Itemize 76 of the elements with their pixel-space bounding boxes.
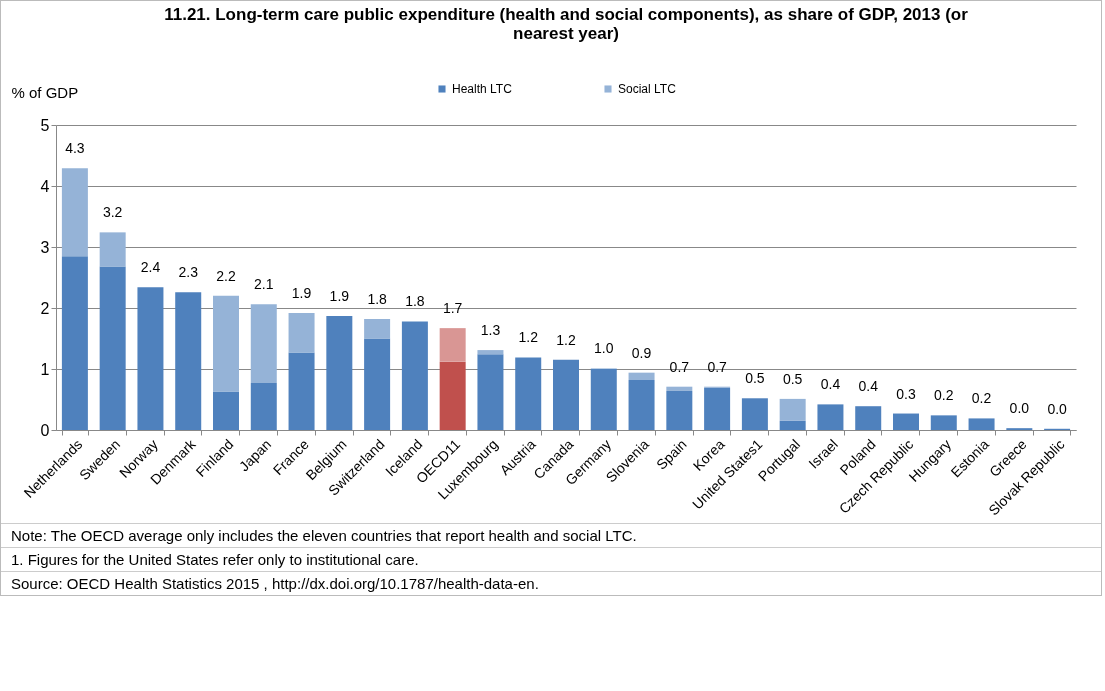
bar: [477, 354, 504, 430]
y-tick-label: 5: [40, 116, 50, 134]
bar: [439, 328, 466, 362]
total-label: 0.5: [745, 370, 765, 387]
total-label: 1.7: [442, 300, 463, 317]
bar: [930, 415, 957, 430]
y-tick-label: 1: [40, 360, 50, 378]
bar: [364, 318, 391, 339]
bar: [439, 361, 466, 430]
bar: [893, 413, 919, 430]
bar: [326, 315, 353, 430]
bar: [250, 304, 277, 384]
text: 1. Figures for the United States refer only to institutional care.: [1, 547, 1101, 571]
total-label: 2.4: [140, 259, 161, 276]
bar: [968, 418, 995, 430]
total-label: 0.4: [858, 378, 879, 395]
chart-title: 11.21. Long-term care public expenditure (health and social components), as share of GDP, 2013 (or nearest year): [164, 5, 969, 43]
bar: [250, 383, 277, 430]
bar: [288, 312, 315, 353]
source-note: Source: OECD Health Statistics 2015 , http://dx.doi.org/10.1787/health-data-en.: [1, 571, 1101, 595]
legend-label: Health LTC: [452, 82, 513, 96]
total-label: 0.3: [896, 385, 916, 402]
bar: [477, 350, 504, 355]
bar: [137, 287, 164, 430]
bar: [61, 168, 88, 257]
total-label: 2.3: [178, 264, 199, 281]
total-label: 1.9: [291, 284, 312, 301]
total-label: 0.0: [1009, 400, 1030, 417]
total-label: 1.8: [405, 293, 425, 310]
bar: [666, 386, 693, 391]
total-label: 1.3: [480, 322, 501, 339]
total-label: 3.2: [102, 204, 123, 221]
bar: [704, 387, 731, 430]
bar: [213, 295, 239, 392]
total-label: 0.7: [707, 358, 728, 375]
total-label: 0.4: [820, 376, 841, 393]
bar: [99, 232, 126, 267]
total-label: 0.7: [669, 358, 690, 375]
legend-label: Social LTC: [618, 82, 677, 96]
text: Note: The OECD average only includes the eleven countries that report health and social LTC.: [1, 523, 1101, 547]
bar: [741, 398, 768, 430]
total-label: 0.2: [971, 390, 992, 407]
total-label: 0.9: [631, 344, 652, 361]
bar: [628, 379, 655, 430]
total-label: 0.2: [934, 387, 954, 404]
total-label: 2.1: [254, 276, 274, 293]
y-tick-label: 2: [40, 299, 50, 317]
bar: [175, 292, 202, 430]
bar: [779, 420, 806, 430]
total-label: 1.9: [329, 287, 350, 304]
y-tick-label: 3: [40, 238, 50, 256]
total-label: 4.3: [65, 140, 85, 157]
y-axis-title: % of GDP: [11, 83, 79, 101]
bar: [666, 390, 693, 430]
total-label: 1.0: [594, 340, 614, 357]
total-label: 1.8: [367, 290, 388, 307]
total-label: 1.2: [518, 329, 539, 346]
bar: [628, 372, 655, 380]
y-tick-label: 4: [40, 177, 50, 195]
bar: [213, 391, 239, 430]
bar: [288, 352, 315, 430]
y-tick-label: 0: [40, 421, 50, 439]
total-label: 1.2: [556, 331, 576, 348]
bar: [99, 266, 126, 430]
bar: [401, 321, 428, 430]
bar: [515, 357, 542, 430]
total-label: 0.5: [782, 370, 803, 387]
bar: [855, 406, 882, 430]
bar: [779, 398, 806, 421]
bar: [553, 359, 579, 430]
total-label: 2.2: [216, 267, 236, 284]
bar: [364, 338, 391, 430]
total-label: 0.0: [1047, 400, 1068, 417]
bar: [817, 404, 844, 430]
bar: [61, 256, 88, 430]
bar: [590, 369, 617, 430]
